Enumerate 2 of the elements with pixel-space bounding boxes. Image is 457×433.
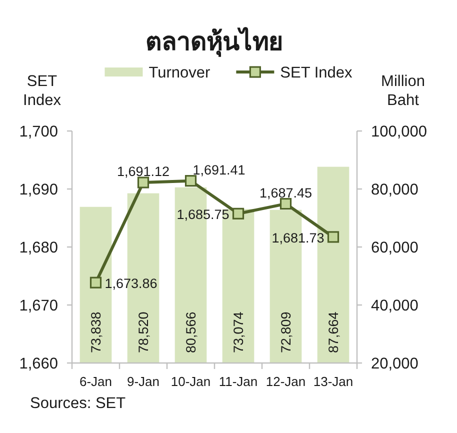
title: ตลาดหุ้นไทย (146, 28, 284, 56)
note: Sources: SET (30, 395, 126, 412)
